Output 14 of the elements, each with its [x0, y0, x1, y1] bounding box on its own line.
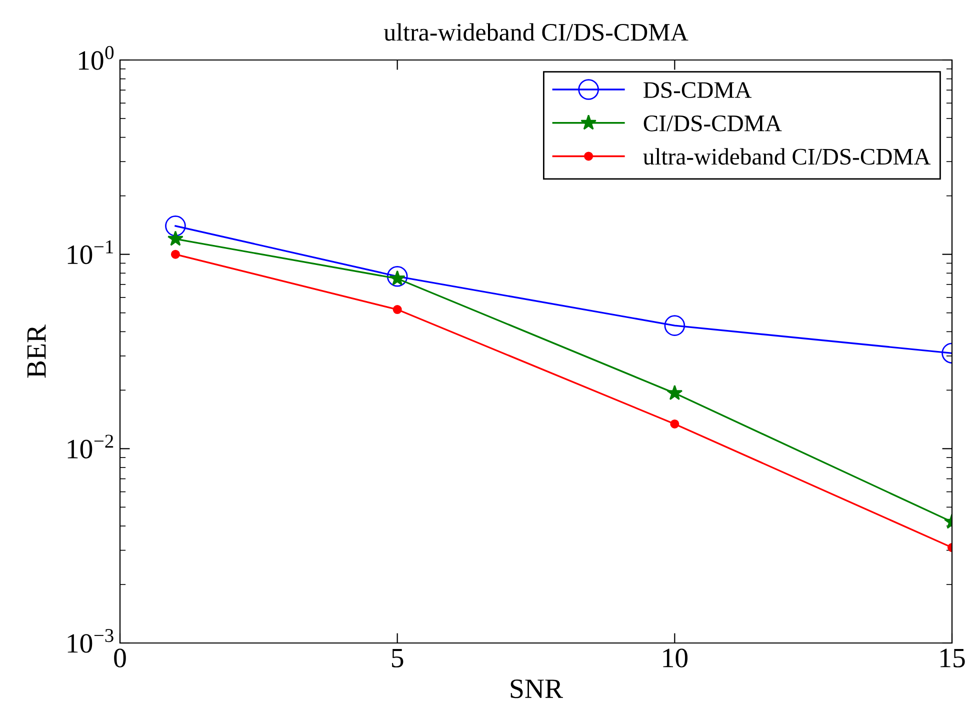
legend-label: CI/DS-CDMA [644, 116, 782, 132]
chart-title: ultra-wideband CI/DS-CDMA [384, 23, 688, 41]
x-tick-label: 10 [663, 648, 688, 668]
legend-label: ultra-wideband CI/DS-CDMA [643, 148, 931, 165]
y-axis-title: BER [27, 324, 46, 378]
y-tick-label: 10$^{−1}$ [68, 240, 113, 264]
x-axis-title: SNR [510, 679, 563, 698]
y-tick-label: 10$^{−2}$ [68, 434, 114, 458]
x-tick-label: 0 [114, 648, 126, 668]
y-tick-label: 10$^{−3}$ [68, 629, 114, 653]
x-tick-label: 15 [940, 648, 965, 668]
x-tick-label: 5 [392, 648, 404, 668]
y-tick-label: 10$^{0}$ [78, 46, 114, 70]
legend-label: DS-CDMA [644, 82, 752, 98]
